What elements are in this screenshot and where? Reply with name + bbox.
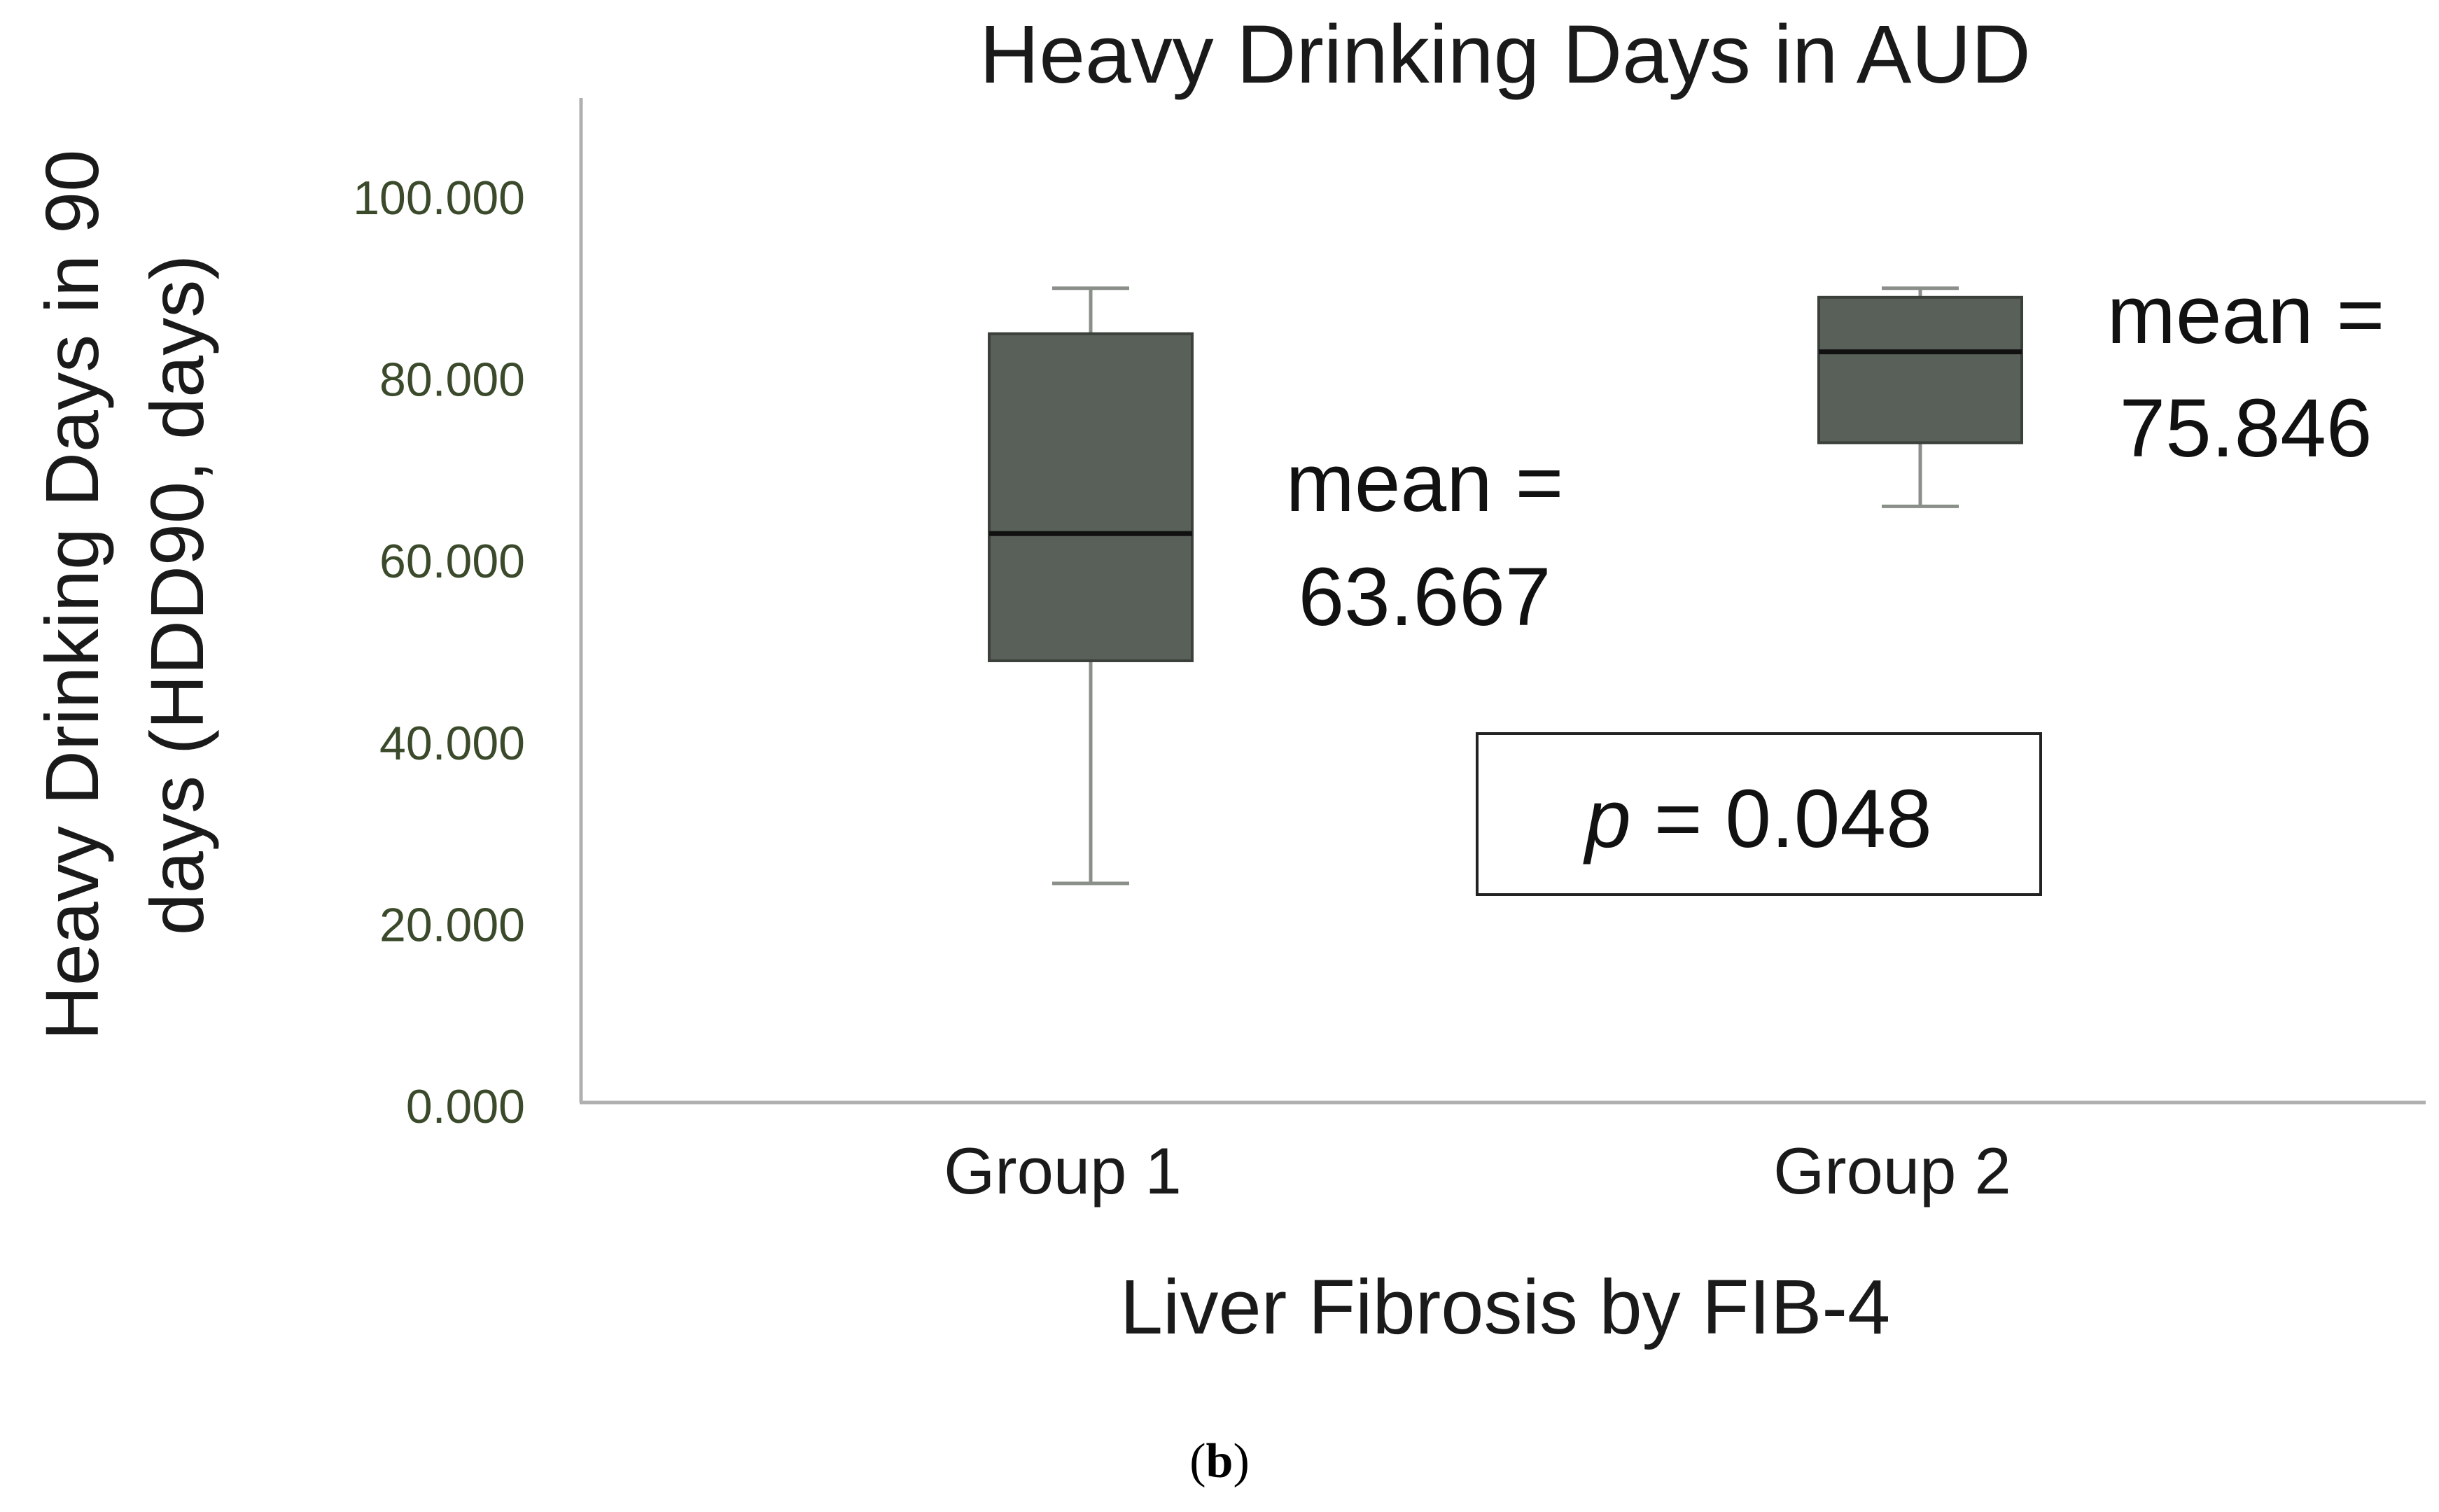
- box-1: mean = 63.667: [988, 286, 1564, 886]
- y-tick-label: 60.000: [379, 535, 525, 588]
- x-tick-label: Group 2: [1773, 1134, 2011, 1208]
- panel-label: (b): [0, 1434, 2439, 1490]
- y-tick-label: 20.000: [379, 898, 525, 951]
- y-tick-label: 100.000: [353, 172, 525, 225]
- panel-label-open: (: [1189, 1434, 1206, 1488]
- box-series: mean = 63.667 mean = 75.846: [988, 269, 2385, 886]
- p-value-box: [1476, 732, 2042, 896]
- y-tick-labels: 0.000 20.000 40.000 60.000 80.000 100.000: [353, 172, 525, 1133]
- p-value-annotation: p = 0.048: [1583, 773, 1931, 865]
- y-axis-label-line1: Heavy Drinking Days in 90: [29, 150, 114, 1041]
- iqr-box: [988, 332, 1194, 662]
- x-tick-label: Group 1: [944, 1134, 1182, 1208]
- y-axis-label: Heavy Drinking Days in 90 days (HDD90, d…: [29, 150, 219, 1041]
- mean-annotation-value: 75.846: [2120, 382, 2372, 475]
- y-tick-label: 40.000: [379, 717, 525, 770]
- mean-annotation-value: 63.667: [1299, 551, 1551, 643]
- x-tick-labels: Group 1 Group 2: [944, 1134, 2011, 1208]
- y-tick-label: 0.000: [406, 1080, 525, 1133]
- p-value-text: = 0.048: [1631, 773, 1932, 865]
- panel-label-close: ): [1233, 1434, 1250, 1488]
- mean-annotation-label: mean =: [1286, 437, 1564, 529]
- x-axis-label: Liver Fibrosis by FIB-4: [1120, 1264, 1890, 1350]
- iqr-box: [1817, 295, 2023, 444]
- p-value-symbol: p: [1583, 773, 1631, 865]
- chart-title: Heavy Drinking Days in AUD: [979, 8, 2031, 101]
- panel-label-letter: b: [1205, 1434, 1234, 1488]
- box-2: mean = 75.846: [1817, 269, 2385, 508]
- mean-annotation-label: mean =: [2107, 269, 2385, 361]
- y-axis-label-line2: days (HDD90, days): [134, 255, 219, 935]
- y-tick-label: 80.000: [379, 354, 525, 407]
